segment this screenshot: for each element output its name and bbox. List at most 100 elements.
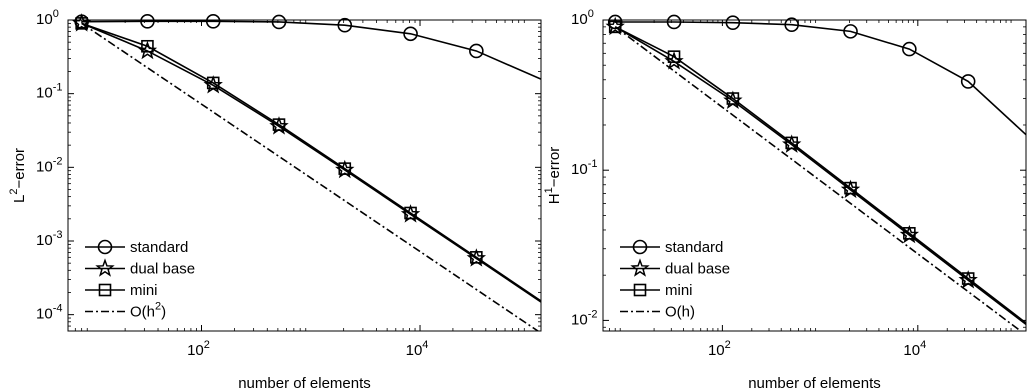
marker-square: [844, 181, 857, 195]
text-part: 4: [422, 339, 428, 351]
text-part: 2: [155, 301, 161, 313]
text-part: mini: [665, 282, 693, 299]
marker-square: [141, 39, 154, 53]
text-part: 10: [571, 311, 588, 328]
text-part: 0: [588, 8, 594, 20]
legend-label: mini: [665, 282, 693, 299]
text-part: standard: [665, 239, 723, 256]
y-tick-label: 100: [571, 8, 594, 28]
text-part: 10: [36, 232, 53, 249]
text-part: 2: [725, 339, 731, 351]
y-axis-label: L2−error: [8, 148, 28, 203]
marker-circle: [271, 14, 287, 30]
text-part: -4: [53, 303, 63, 315]
legend: standard dual base mini O(h): [620, 239, 730, 321]
y-tick-label: 10-4: [36, 303, 62, 323]
marker-square: [98, 283, 112, 297]
marker-square: [667, 50, 681, 63]
text-part: -2: [588, 308, 598, 320]
series-line-4: [81, 22, 540, 331]
marker-circle: [632, 239, 648, 255]
text-part: O(h): [665, 304, 695, 321]
legend-label: dual base: [665, 261, 730, 278]
y-tick-label: 10-2: [571, 308, 597, 328]
x-axis-label: number of elements: [748, 375, 881, 392]
markers: [71, 13, 487, 267]
y-axis-label: H1−error: [543, 147, 563, 204]
marker-square: [338, 162, 352, 175]
marker-square: [75, 17, 88, 30]
marker-square: [272, 118, 286, 131]
legend-label: standard: [130, 239, 188, 256]
text-part: 10: [571, 11, 588, 28]
text-part: dual base: [665, 261, 730, 278]
text-part: -1: [53, 82, 63, 94]
marker-star: [630, 258, 650, 277]
text-part: -1: [588, 158, 598, 170]
marker-circle: [205, 14, 221, 29]
marker-square: [903, 227, 916, 240]
marker-square: [608, 20, 622, 34]
marker-square: [726, 92, 740, 105]
text-part: 10: [903, 342, 920, 359]
text-part: 2: [204, 339, 210, 351]
marker-star: [95, 258, 115, 277]
legend: standard dual base mini O(h2): [85, 239, 195, 321]
text-part: 10: [36, 306, 53, 323]
text-part: 10: [187, 342, 204, 359]
marker-circle: [725, 15, 741, 30]
marker-circle: [469, 43, 484, 59]
text-part: dual base: [130, 261, 195, 278]
text-part: H: [546, 193, 563, 204]
series-area: [81, 20, 541, 331]
marker-square: [785, 136, 798, 150]
text-part: −error: [546, 147, 563, 187]
series-line-1: [81, 20, 541, 81]
y-tick-label: 100: [36, 8, 59, 28]
marker-circle: [902, 41, 917, 57]
text-part: -2: [53, 155, 63, 167]
x-tick-label: 104: [903, 339, 926, 359]
text-part: 10: [571, 161, 588, 178]
marker-square: [961, 272, 975, 285]
text-part: 10: [708, 342, 725, 359]
marker-square: [206, 76, 220, 90]
y-tick-label: 10-2: [36, 155, 62, 175]
text-part: 2: [8, 188, 20, 194]
text-part: 4: [920, 339, 926, 351]
legend-label: standard: [665, 239, 723, 256]
y-tick-label: 10-1: [36, 82, 62, 102]
legend-label: O(h): [665, 304, 695, 321]
markers: [605, 14, 978, 289]
x-tick-label: 104: [406, 339, 429, 359]
text-part: 10: [36, 85, 53, 102]
text-part: −error: [11, 148, 28, 188]
marker-circle: [140, 14, 155, 29]
legend-label: dual base: [130, 261, 195, 278]
marker-circle: [97, 239, 113, 255]
marker-circle: [843, 24, 858, 39]
marker-square: [404, 206, 417, 220]
legend-label: O(h2): [130, 301, 166, 321]
text-part: O(h: [130, 304, 155, 321]
marker-circle: [607, 14, 623, 30]
marker-square: [633, 283, 647, 297]
marker-circle: [960, 74, 976, 89]
series-line-4: [614, 26, 1022, 331]
text-part: -3: [53, 229, 63, 241]
text-part: 1: [543, 187, 555, 193]
marker-circle: [403, 26, 418, 42]
series-line-2: [614, 26, 1026, 326]
series-line-3: [614, 26, 1026, 324]
x-tick-label: 102: [708, 339, 731, 359]
text-part: mini: [130, 282, 158, 299]
text-part: L: [11, 195, 28, 203]
series-line-2: [81, 22, 541, 303]
marker-circle: [784, 17, 799, 33]
series-line-1: [615, 21, 1026, 136]
y-tick-label: 10-1: [571, 158, 597, 178]
marker-circle: [337, 17, 353, 33]
